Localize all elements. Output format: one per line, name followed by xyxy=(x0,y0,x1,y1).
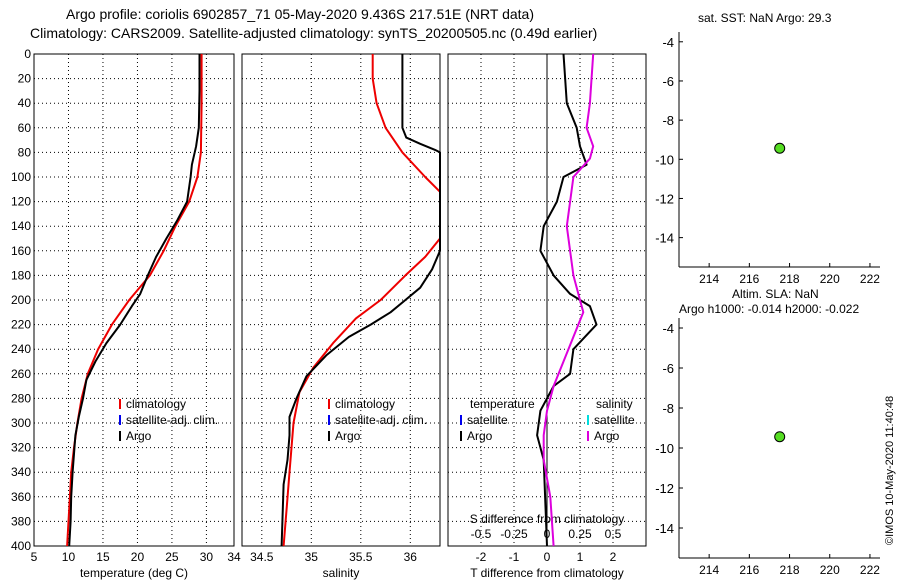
diff-x2-tick-label: 0.5 xyxy=(605,527,622,541)
sst-map-y-tick-label: -10 xyxy=(655,152,674,167)
sst-map-argo-location-point xyxy=(774,142,786,154)
depth-tick-label: 380 xyxy=(11,514,31,528)
depth-tick-label: 200 xyxy=(11,293,31,307)
sst-map-x-tick-label: 218 xyxy=(780,272,800,286)
sal-x-axis-label: salinity xyxy=(323,566,360,580)
depth-tick-label: 360 xyxy=(11,490,31,504)
temp-legend-satellite-label: satellite-adj. clim. xyxy=(126,413,218,427)
depth-tick-label: 220 xyxy=(11,318,31,332)
sst-map-x-tick-label: 216 xyxy=(739,272,759,286)
depth-tick-label: 400 xyxy=(11,539,31,553)
sla-map-x-tick-label: 216 xyxy=(739,563,759,577)
sla-map-title: Altim. SLA: NaN xyxy=(732,287,819,301)
sla-map-argo-location-point xyxy=(774,431,786,443)
sla-map-x-tick-label: 222 xyxy=(860,563,880,577)
depth-tick-label: 300 xyxy=(11,416,31,430)
diff-x2-tick-label: -0.5 xyxy=(471,527,492,541)
depth-tick-label: 60 xyxy=(18,121,32,135)
temp-legend-argo-label: Argo xyxy=(126,429,152,443)
title-line-1: Argo profile: coriolis 6902857_71 05-May… xyxy=(66,6,534,22)
temp-legend-climatology-label: climatology xyxy=(126,397,186,411)
diff-legend-s-satellite-label: satellite xyxy=(594,413,635,427)
depth-tick-label: 260 xyxy=(11,367,31,381)
sal-x-tick-label: 36 xyxy=(404,550,418,564)
diff-series-s-difference-argo xyxy=(542,53,595,547)
depth-tick-label: 40 xyxy=(18,96,32,110)
temp-x-tick-label: 34 xyxy=(227,550,241,564)
diff-legend-t-satellite-label: satellite xyxy=(467,413,508,427)
sal-x-tick-label: 34.5 xyxy=(250,550,274,564)
depth-tick-label: 160 xyxy=(11,244,31,258)
sal-series-argo xyxy=(280,54,441,547)
sal-legend-climatology-label: climatology xyxy=(335,397,395,411)
depth-tick-label: 320 xyxy=(11,441,31,455)
sal-legend-satellite-label: satellite-adj. clim. xyxy=(335,413,427,427)
sst-map-y-tick-label: -12 xyxy=(655,191,674,206)
depth-tick-label: 180 xyxy=(11,268,31,282)
sla-map-x-tick-label: 220 xyxy=(820,563,840,577)
temp-series-climatology xyxy=(66,54,203,547)
temp-x-tick-label: 25 xyxy=(165,550,179,564)
sla-map-y-tick-label: -4 xyxy=(662,321,674,336)
depth-tick-label: 80 xyxy=(18,145,32,159)
diff-legend-title-salinity: salinity xyxy=(596,397,633,411)
sla-map-x-tick-label: 214 xyxy=(699,563,719,577)
sst-map-title: sat. SST: NaN Argo: 29.3 xyxy=(698,11,832,25)
depth-tick-label: 140 xyxy=(11,219,31,233)
temp-x-tick-label: 15 xyxy=(96,550,110,564)
sst-map-x-tick-label: 220 xyxy=(820,272,840,286)
depth-tick-label: 20 xyxy=(18,72,32,86)
sst-map-y-tick-label: -14 xyxy=(655,231,674,246)
sla-map-x-tick-label: 218 xyxy=(780,563,800,577)
diff-series-t-difference-argo xyxy=(536,53,598,547)
sla-map-y-tick-label: -12 xyxy=(655,481,674,496)
depth-tick-label: 100 xyxy=(11,170,31,184)
depth-tick-label: 280 xyxy=(11,391,31,405)
sst-map-y-tick-label: -4 xyxy=(662,35,674,50)
sst-map-x-tick-label: 214 xyxy=(699,272,719,286)
diff-x2-tick-label: -0.25 xyxy=(500,527,528,541)
temp-x-axis-label: temperature (deg C) xyxy=(80,566,188,580)
diff-x2-axis-label: S difference from climatology xyxy=(470,512,625,526)
sla-map-y-tick-label: -10 xyxy=(655,441,674,456)
sal-legend-argo-label: Argo xyxy=(335,429,361,443)
sla-map-y-tick-label: -14 xyxy=(655,521,674,536)
diff-x-axis-label: T difference from climatology xyxy=(470,566,624,580)
sst-map-x-tick-label: 222 xyxy=(860,272,880,286)
sla-map-y-tick-label: -8 xyxy=(662,401,674,416)
sal-x-tick-label: 35.5 xyxy=(349,550,373,564)
temp-x-tick-label: 20 xyxy=(131,550,145,564)
title-line-2: Climatology: CARS2009. Satellite-adjuste… xyxy=(30,25,598,41)
temp-series-argo xyxy=(68,54,201,547)
sst-map-y-tick-label: -8 xyxy=(662,113,674,128)
diff-legend-t-argo-label: Argo xyxy=(467,429,493,443)
depth-tick-label: 120 xyxy=(11,195,31,209)
temp-x-tick-label: 5 xyxy=(31,550,38,564)
sla-map-y-tick-label: -6 xyxy=(662,361,674,376)
depth-tick-label: 0 xyxy=(24,47,31,61)
depth-tick-label: 340 xyxy=(11,465,31,479)
diff-legend-s-argo-label: Argo xyxy=(594,429,620,443)
sst-map-y-tick-label: -6 xyxy=(662,74,674,89)
diff-x-tick-label: 0 xyxy=(544,550,551,564)
diff-x-tick-label: -1 xyxy=(509,550,520,564)
temp-x-tick-label: 30 xyxy=(200,550,214,564)
temp-x-tick-label: 10 xyxy=(62,550,76,564)
diff-x-tick-label: -2 xyxy=(476,550,487,564)
sla-map-subtitle: Argo h1000: -0.014 h2000: -0.022 xyxy=(679,302,860,316)
depth-tick-label: 240 xyxy=(11,342,31,356)
diff-x-tick-label: 1 xyxy=(577,550,584,564)
diff-legend-title-temperature: temperature xyxy=(470,397,535,411)
sal-x-tick-label: 35 xyxy=(305,550,319,564)
diff-x2-tick-label: 0.25 xyxy=(568,527,592,541)
sal-series-climatology xyxy=(282,54,441,547)
diff-x-tick-label: 2 xyxy=(610,550,617,564)
